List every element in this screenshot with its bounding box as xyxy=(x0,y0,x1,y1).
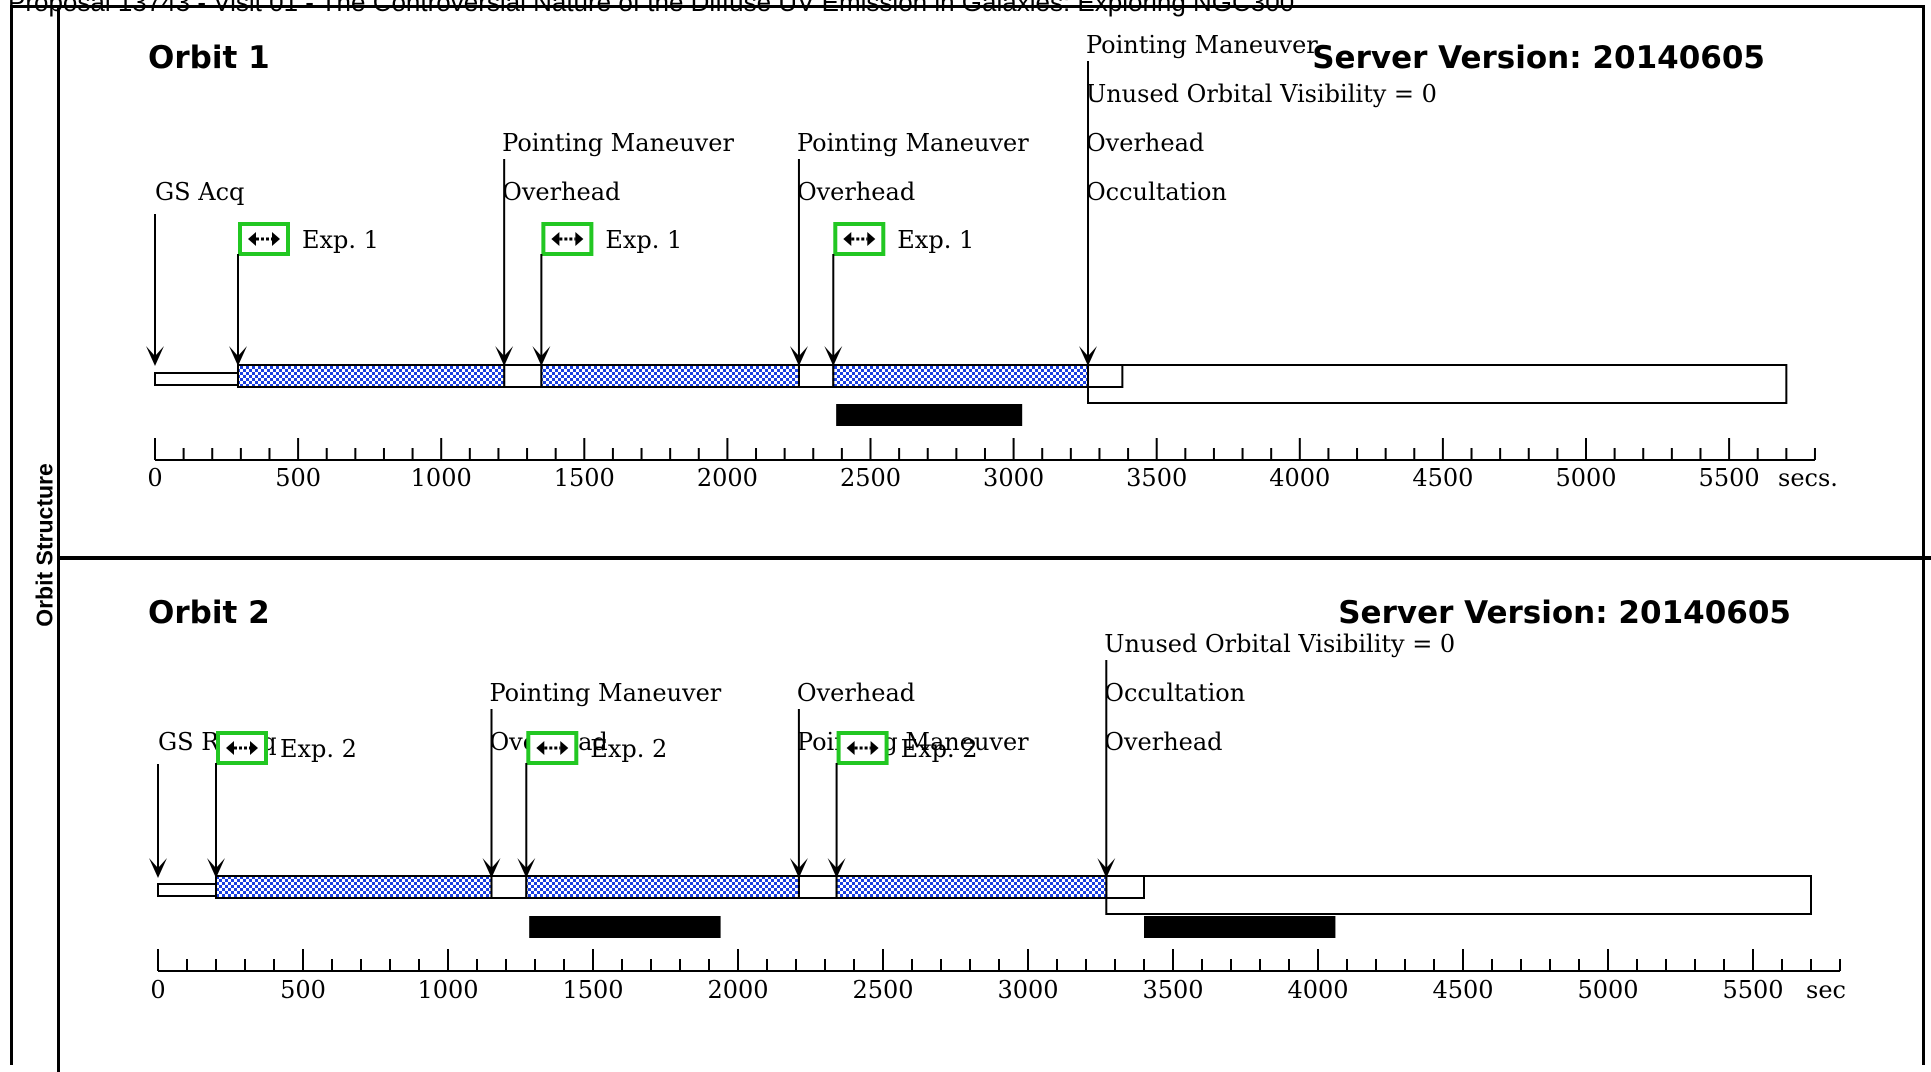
exposure-label: Exp. 2 xyxy=(901,735,978,763)
event-arrow-head xyxy=(146,346,164,366)
orbit-title: Orbit 1 xyxy=(148,40,270,76)
page-title: Proposal 13743 - Visit 01 - The Controve… xyxy=(8,0,1295,17)
exposure-arrow-head xyxy=(228,346,247,366)
tick-label: 0 xyxy=(150,976,165,1004)
event-arrow-head xyxy=(789,858,808,878)
occultation-bar xyxy=(1087,364,1788,404)
exposure-arrow-head xyxy=(207,858,225,878)
event-arrow-head xyxy=(482,858,501,878)
double-arrow-icon-glyph xyxy=(536,741,569,755)
tick-label: 2500 xyxy=(852,976,913,1004)
tick-label: 3000 xyxy=(983,464,1044,492)
tick-label: 0 xyxy=(147,464,162,492)
panel-frame xyxy=(10,5,1925,1065)
server-version: Server Version: 20140605 xyxy=(1338,595,1791,631)
event-label: Overhead xyxy=(1104,728,1222,756)
orbit-title: Orbit 2 xyxy=(148,595,270,631)
event-arrow-head xyxy=(149,858,167,878)
event-label: Pointing Maneuver xyxy=(502,129,734,157)
server-version: Server Version: 20140605 xyxy=(1312,40,1765,76)
double-arrow-icon-glyph xyxy=(226,741,258,755)
exposure-label: Exp. 1 xyxy=(897,226,974,254)
acq-bar xyxy=(157,883,217,897)
exposure-label: Exp. 1 xyxy=(302,226,379,254)
side-column: Orbit Structure xyxy=(10,5,60,1072)
event-arrow-head xyxy=(1097,858,1116,878)
axis-unit: sec xyxy=(1806,976,1846,1004)
tick-label: 5000 xyxy=(1577,976,1638,1004)
tick-label: 3500 xyxy=(1142,976,1203,1004)
tick-label: 3500 xyxy=(1126,464,1187,492)
black-bar xyxy=(529,916,721,938)
black-bar xyxy=(836,404,1023,426)
overhead-bar xyxy=(1087,364,1124,388)
event-label: Pointing Maneuver xyxy=(1086,31,1318,59)
event-label: Unused Orbital Visibility = 0 xyxy=(1086,80,1437,108)
exposure-bar xyxy=(540,364,800,388)
orbit-1-panel: Orbit 1 Server Version: 20140605 GS Acq Poi… xyxy=(146,31,1838,492)
tick-label: 1000 xyxy=(417,976,478,1004)
row-divider xyxy=(58,556,1931,560)
tick-label: 5000 xyxy=(1555,464,1616,492)
overhead-bar xyxy=(490,875,528,899)
tick-label: 2000 xyxy=(697,464,758,492)
tick-label: 4500 xyxy=(1412,464,1473,492)
exposure-label: Exp. 2 xyxy=(590,735,667,763)
event-arrow-head xyxy=(1079,346,1098,366)
double-arrow-icon-glyph xyxy=(247,232,280,246)
exposure-bar xyxy=(236,364,506,388)
event-label: Pointing Maneuver xyxy=(797,728,1029,756)
tick-label: 4000 xyxy=(1269,464,1330,492)
tick-label: 5500 xyxy=(1722,976,1783,1004)
event-arrow-head xyxy=(495,346,514,366)
tick-label: 3000 xyxy=(997,976,1058,1004)
acq-bar xyxy=(154,372,239,386)
event-label: Overhead xyxy=(797,679,915,707)
tick-label: 4000 xyxy=(1287,976,1348,1004)
exposure-bar xyxy=(832,364,1090,388)
tick-label: 4500 xyxy=(1432,976,1493,1004)
exposure-bar xyxy=(835,875,1108,899)
exposure-label: Exp. 1 xyxy=(605,226,682,254)
double-arrow-icon-glyph xyxy=(843,232,876,246)
event-label: Overhead xyxy=(797,178,915,206)
exposure-arrow-head xyxy=(532,346,551,366)
event-label: Occultation xyxy=(1086,178,1227,206)
exposure-label: Exp. 2 xyxy=(280,735,357,763)
tick-label: 500 xyxy=(280,976,326,1004)
event-label: Overhead xyxy=(502,178,620,206)
tick-label: 5500 xyxy=(1699,464,1760,492)
event-label: Unused Orbital Visibility = 0 xyxy=(1104,630,1455,658)
tick-label: 2000 xyxy=(707,976,768,1004)
event-label: Overhead xyxy=(1086,129,1204,157)
overhead-bar xyxy=(797,364,835,388)
double-arrow-icon-glyph xyxy=(846,741,879,755)
event-label: GS Acq xyxy=(155,178,244,206)
exposure-arrow-head xyxy=(827,858,846,878)
tick-label: 1500 xyxy=(554,464,615,492)
occultation-bar xyxy=(1105,875,1813,915)
event-label: Pointing Maneuver xyxy=(797,129,1029,157)
tick-label: 2500 xyxy=(840,464,901,492)
double-arrow-icon-glyph xyxy=(551,232,584,246)
event-arrow-head xyxy=(789,346,808,366)
tick-label: 1000 xyxy=(411,464,472,492)
overhead-bar xyxy=(797,875,838,899)
exposure-arrow-head xyxy=(824,346,843,366)
event-label: Occultation xyxy=(1104,679,1245,707)
tick-label: 1500 xyxy=(562,976,623,1004)
overhead-bar xyxy=(503,364,543,388)
black-bar xyxy=(1144,916,1336,938)
overhead-bar xyxy=(1105,875,1146,899)
tick-label: 500 xyxy=(275,464,321,492)
exposure-bar xyxy=(525,875,800,899)
exposure-bar xyxy=(215,875,493,899)
event-label: Pointing Maneuver xyxy=(490,679,722,707)
exposure-arrow-head xyxy=(517,858,536,878)
axis-unit: secs. xyxy=(1778,464,1838,492)
